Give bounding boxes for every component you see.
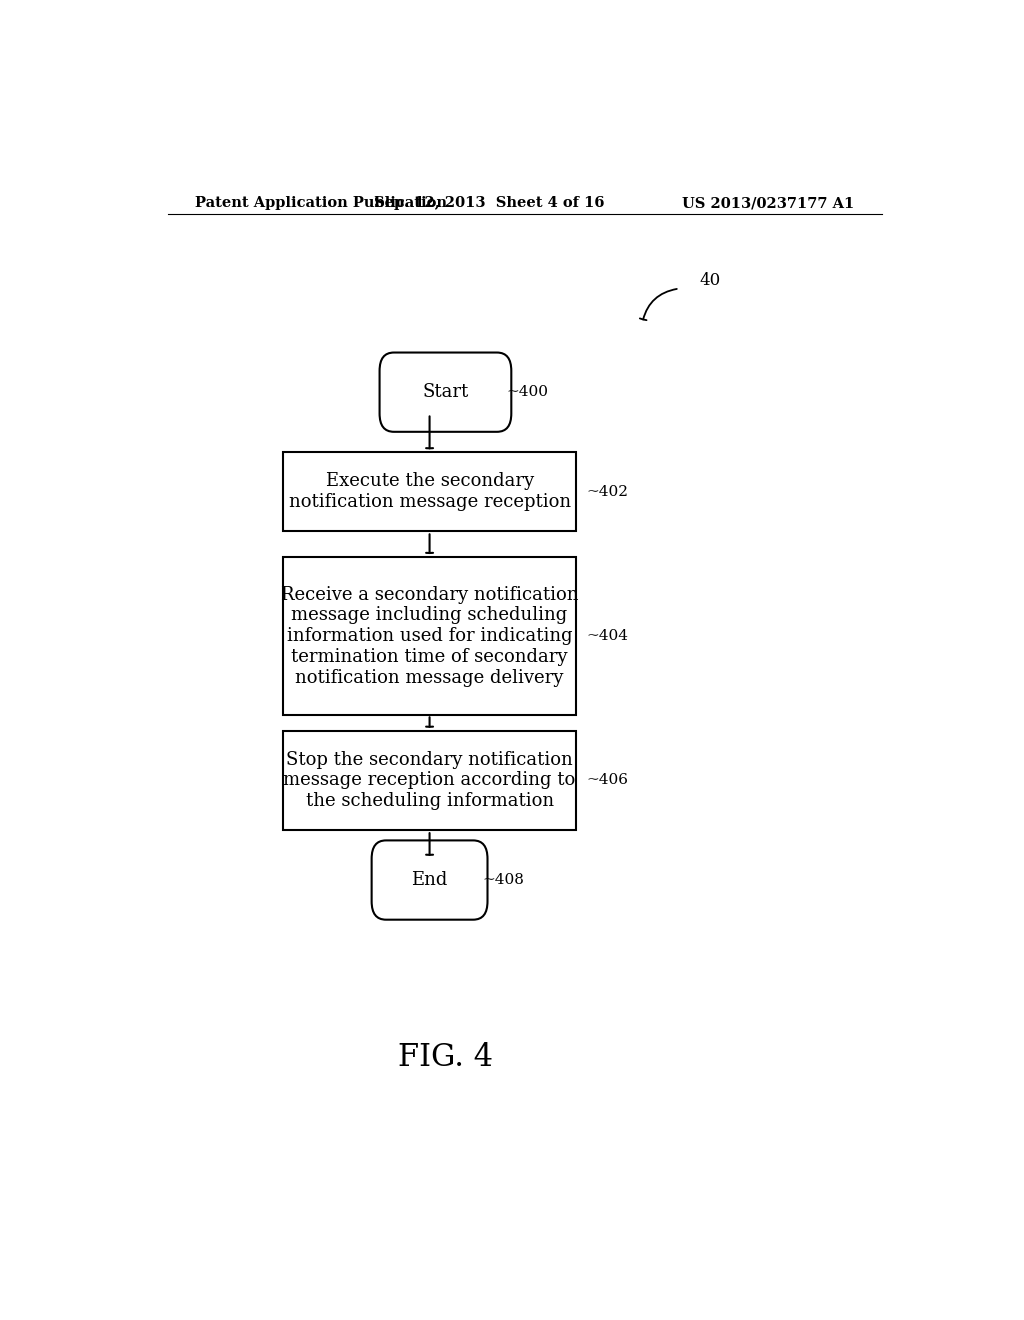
Text: ~406: ~406 [586,774,628,788]
FancyBboxPatch shape [372,841,487,920]
Text: ~408: ~408 [482,873,524,887]
Text: ~400: ~400 [507,385,549,399]
Text: Execute the secondary
notification message reception: Execute the secondary notification messa… [289,473,570,511]
Text: End: End [412,871,447,890]
Text: Stop the secondary notification
message reception according to
the scheduling in: Stop the secondary notification message … [284,751,575,810]
Bar [283,731,577,830]
Text: FIG. 4: FIG. 4 [398,1043,493,1073]
Text: ~404: ~404 [586,630,628,643]
Bar [283,453,577,532]
Bar [283,557,577,715]
FancyBboxPatch shape [380,352,511,432]
Text: Receive a secondary notification
message including scheduling
information used f: Receive a secondary notification message… [281,586,579,686]
Text: US 2013/0237177 A1: US 2013/0237177 A1 [682,197,854,210]
Text: 40: 40 [699,272,721,289]
Text: ~402: ~402 [586,484,628,499]
Text: Sep. 12, 2013  Sheet 4 of 16: Sep. 12, 2013 Sheet 4 of 16 [374,197,604,210]
Text: Patent Application Publication: Patent Application Publication [196,197,447,210]
Text: Start: Start [422,383,469,401]
